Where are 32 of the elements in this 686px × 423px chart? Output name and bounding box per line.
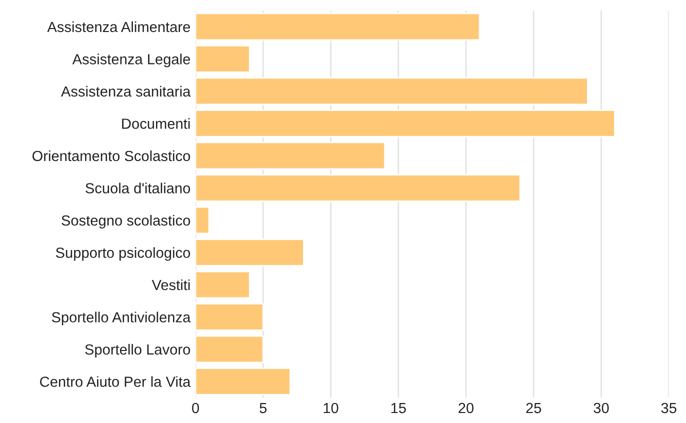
- y-tick-label: Centro Aiuto Per la Vita: [40, 376, 191, 387]
- bar: [196, 174, 521, 202]
- bar: [196, 77, 588, 106]
- bar: [196, 368, 291, 396]
- bar: [196, 270, 250, 299]
- y-tick-label: Sportello Lavoro: [85, 344, 190, 358]
- x-tick-label: 25: [526, 402, 542, 414]
- bar: [196, 12, 480, 41]
- y-tick-label: Documenti: [122, 118, 190, 129]
- y-tick-label: Orientamento Scolastico: [32, 150, 190, 162]
- y-tick-label: Assistenza Alimentare: [47, 21, 190, 32]
- x-tick-label: 10: [324, 402, 338, 414]
- y-tick-label: Sostegno scolastico: [62, 214, 190, 229]
- bar: [196, 110, 616, 138]
- bar: [196, 45, 250, 73]
- bar: [196, 238, 304, 266]
- x-tick-label: 30: [594, 402, 609, 414]
- x-tick-label: 35: [661, 402, 676, 414]
- y-tick-label: Supporto psicologico: [56, 247, 190, 261]
- x-tick-label: 0: [192, 402, 199, 414]
- x-tick-label: 15: [391, 403, 406, 414]
- bar: [196, 142, 386, 170]
- bar: [196, 206, 210, 234]
- x-tick-label: 20: [458, 402, 474, 414]
- x-tick-label: 5: [260, 403, 267, 414]
- bar: [196, 335, 264, 364]
- y-tick-label: Sportello Antiviolenza: [52, 312, 191, 326]
- bar: [196, 303, 264, 331]
- y-tick-label: Assistenza Legale: [72, 54, 190, 68]
- y-tick-label: Scuola d'italiano: [86, 182, 190, 194]
- y-tick-label: Assistenza sanitaria: [60, 86, 191, 97]
- y-tick-label: Vestiti: [152, 279, 190, 290]
